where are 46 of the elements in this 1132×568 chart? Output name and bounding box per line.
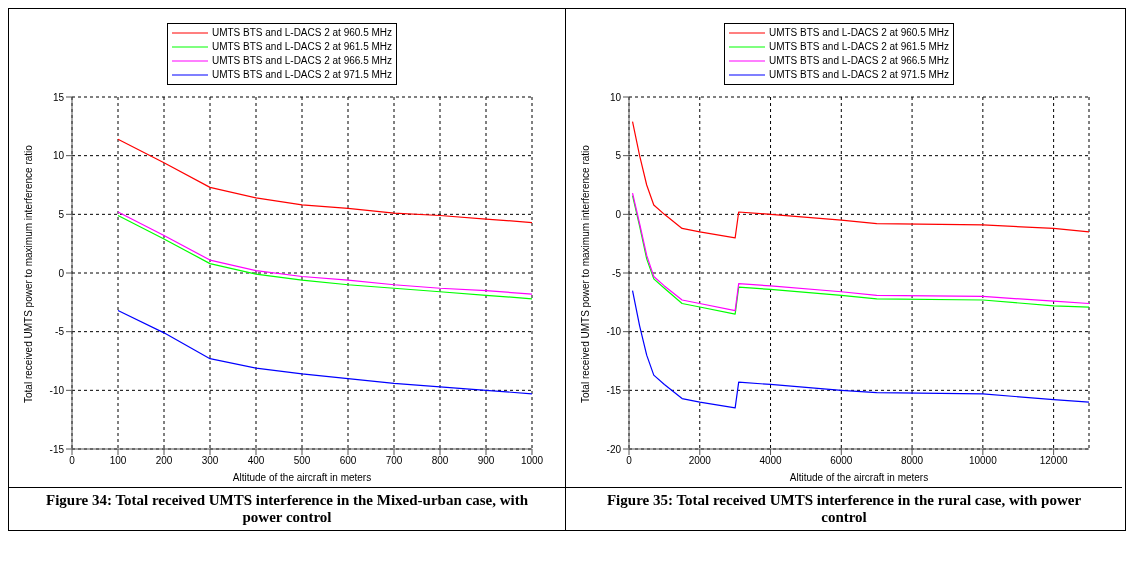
x-tick-label: 2000: [688, 455, 712, 467]
x-tick-label: 10000: [968, 455, 998, 467]
y-tick-label: 0: [58, 267, 65, 279]
x-tick-label: 500: [293, 455, 311, 467]
text: Figure 34: Total received UMTS interference in the Mixed-urban case, with power control: [9, 487, 565, 530]
x-tick-label: 400: [247, 455, 265, 467]
y-tick-label: 15: [52, 91, 65, 103]
x-tick-label: 800: [431, 455, 449, 467]
y-tick-label: -20: [606, 443, 622, 455]
x-tick-label: 12000: [1039, 455, 1068, 467]
x-tick-label: 200: [155, 455, 173, 467]
legend-label: UMTS BTS and L-DACS 2 at 960.5 MHz: [768, 26, 950, 40]
legend-label: UMTS BTS and L-DACS 2 at 971.5 MHz: [768, 68, 950, 82]
legend-label: UMTS BTS and L-DACS 2 at 966.5 MHz: [768, 54, 950, 68]
y-tick-label: 5: [615, 150, 622, 162]
y-tick-label: -10: [606, 326, 622, 338]
y-tick-label: 10: [52, 150, 65, 162]
y-tick-label: 5: [58, 208, 65, 220]
legend-label: UMTS BTS and L-DACS 2 at 960.5 MHz: [211, 26, 393, 40]
legend-label: UMTS BTS and L-DACS 2 at 961.5 MHz: [768, 40, 950, 54]
x-tick-label: 4000: [759, 455, 783, 467]
legend-label: UMTS BTS and L-DACS 2 at 961.5 MHz: [211, 40, 393, 54]
x-tick-label: 600: [339, 455, 357, 467]
x-tick-label: 100: [109, 455, 127, 467]
y-tick-label: -5: [55, 326, 65, 338]
y-axis-title: Total received UMTS power to maximum interference ratio: [22, 144, 34, 403]
x-axis-title: Altitude of the aircraft in meters: [232, 472, 372, 483]
y-tick-label: -15: [606, 384, 622, 396]
x-tick-label: 0: [69, 455, 76, 467]
legend-label: UMTS BTS and L-DACS 2 at 971.5 MHz: [211, 68, 393, 82]
y-tick-label: -15: [49, 443, 65, 455]
x-tick-label: 1000: [520, 455, 544, 467]
y-tick-label: -10: [49, 384, 65, 396]
y-tick-label: 0: [615, 208, 622, 220]
x-tick-label: 6000: [830, 455, 853, 467]
text: Figure 35: Total received UMTS interference in the rural case, with power control: [566, 487, 1122, 530]
legend-label: UMTS BTS and L-DACS 2 at 966.5 MHz: [211, 54, 393, 68]
y-axis-title: Total received UMTS power to maximum interference ratio: [579, 144, 591, 403]
x-tick-label: 8000: [900, 455, 924, 467]
x-tick-label: 700: [385, 455, 403, 467]
y-tick-label: 10: [609, 91, 622, 103]
x-tick-label: 300: [201, 455, 219, 467]
x-tick-label: 900: [477, 455, 495, 467]
y-tick-label: -5: [612, 267, 622, 279]
x-axis-title: Altitude of the aircraft in meters: [789, 472, 929, 483]
x-tick-label: 0: [626, 455, 633, 467]
